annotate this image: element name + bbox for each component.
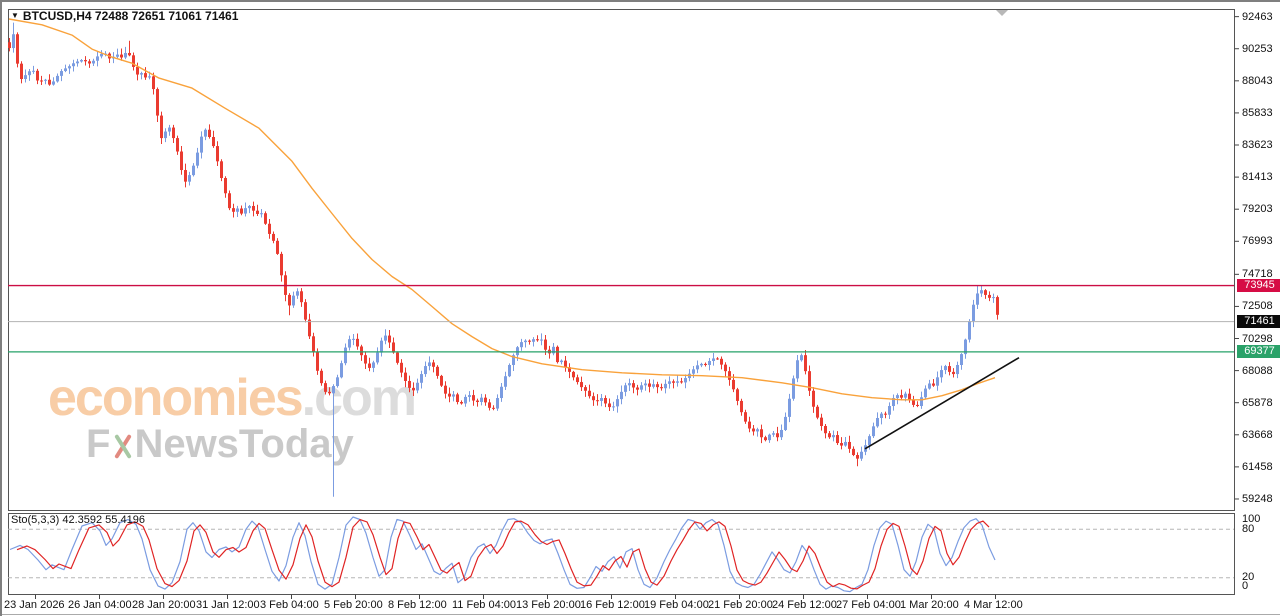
indicator-scale-label: 100 (1242, 513, 1261, 525)
time-axis-label: 31 Jan 12:00 (196, 599, 260, 611)
time-axis-label: 23 Jan 2026 (4, 599, 65, 611)
time-axis-label: 27 Feb 04:00 (836, 599, 901, 611)
price-axis-label: 70298 (1242, 332, 1273, 345)
time-axis-label: 13 Feb 20:00 (516, 599, 581, 611)
time-axis-label: 19 Feb 04:00 (644, 599, 709, 611)
main-chart-layer (8, 18, 1234, 497)
chart-shift-marker-icon (996, 10, 1008, 16)
time-axis-label: 3 Feb 04:00 (260, 599, 319, 611)
window-bottom-edge (2, 614, 1280, 615)
price-axis-label: 79203 (1242, 203, 1273, 216)
time-axis-label: 5 Feb 20:00 (324, 599, 383, 611)
price-axis-label: 59248 (1242, 492, 1273, 505)
price-axis-label: 63668 (1242, 428, 1273, 441)
sto-signal-line (16, 518, 990, 590)
time-axis-label: 11 Feb 04:00 (452, 599, 517, 611)
price-axis-label: 61458 (1242, 460, 1273, 473)
price-axis-label: 76993 (1242, 235, 1273, 248)
price-tag-71461: 71461 (1237, 315, 1280, 329)
time-axis-label: 24 Feb 12:00 (772, 599, 837, 611)
price-axis-label: 85833 (1242, 106, 1273, 119)
price-axis-label: 74718 (1242, 268, 1273, 281)
ascending-trendline (864, 356, 1020, 450)
indicator-scale-label: 0 (1242, 580, 1249, 592)
time-axis-label: 28 Jan 20:00 (132, 599, 196, 611)
price-axis-label: 88043 (1242, 74, 1273, 87)
main-chart-plot (8, 9, 1235, 511)
time-axis-label: 8 Feb 12:00 (388, 599, 447, 611)
chart-title[interactable]: ▼ BTCUSD,H4 72488 72651 71061 71461 (11, 9, 238, 23)
price-axis-label: 81413 (1242, 171, 1273, 184)
price-axis-label: 68088 (1242, 364, 1273, 377)
indicator-scale-label: 80 (1242, 523, 1255, 535)
symbol-dropdown-icon[interactable]: ▼ (11, 11, 19, 20)
time-axis-label: 16 Feb 12:00 (580, 599, 645, 611)
price-axis-label: 65878 (1242, 396, 1273, 409)
price-tag-69377: 69377 (1237, 345, 1280, 359)
candlestick-series (8, 22, 999, 497)
price-axis-label: 90253 (1242, 42, 1273, 55)
time-axis-label: 21 Feb 20:00 (708, 599, 773, 611)
time-axis-label: 4 Mar 12:00 (964, 599, 1023, 611)
price-axis-label: 72508 (1242, 300, 1273, 313)
price-axis-label: 92463 (1242, 10, 1273, 23)
stochastic-plot (8, 513, 1235, 595)
indicator-scale-label: 20 (1242, 571, 1255, 583)
time-axis-label: 26 Jan 04:00 (68, 599, 132, 611)
price-axis-label: 83623 (1242, 139, 1273, 151)
price-tag-73945: 73945 (1237, 279, 1280, 293)
stochastic-indicator-label: Sto(5,3,3) 42.3592 55.4196 (11, 514, 145, 526)
axis-ticks (35, 16, 1239, 599)
chart-title-text: BTCUSD,H4 72488 72651 71061 71461 (22, 9, 239, 23)
sto-main-line (9, 516, 996, 593)
stochastic-layer (8, 516, 1234, 593)
time-axis-label: 1 Mar 20:00 (900, 599, 959, 611)
ma-line (8, 18, 996, 401)
